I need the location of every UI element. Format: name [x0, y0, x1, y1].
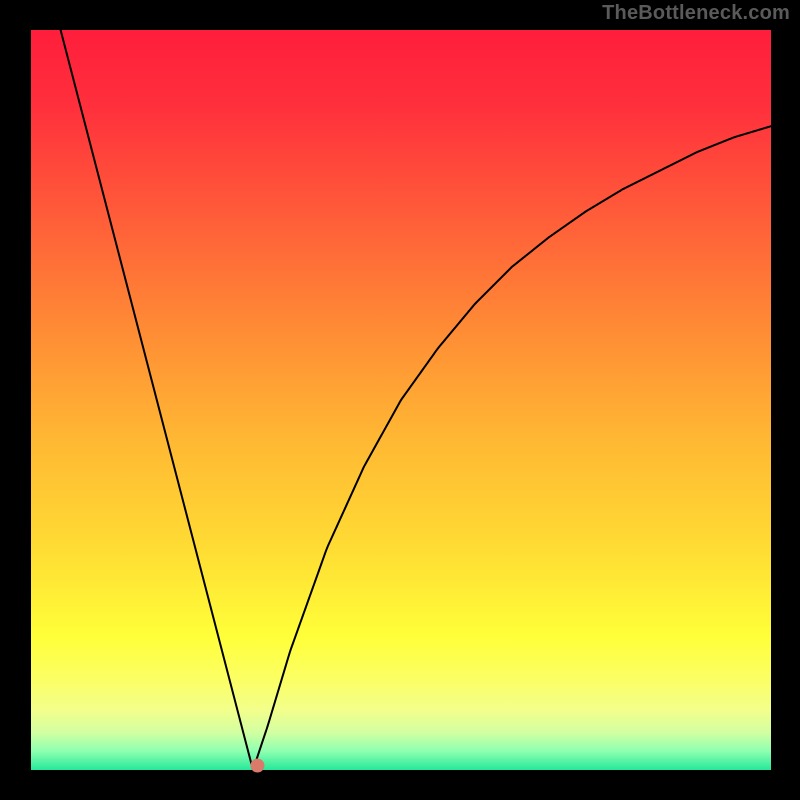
bottleneck-curve-chart — [0, 0, 800, 800]
watermark-text: TheBottleneck.com — [602, 2, 790, 25]
optimum-marker — [250, 759, 264, 773]
chart-frame: TheBottleneck.com — [0, 0, 800, 800]
